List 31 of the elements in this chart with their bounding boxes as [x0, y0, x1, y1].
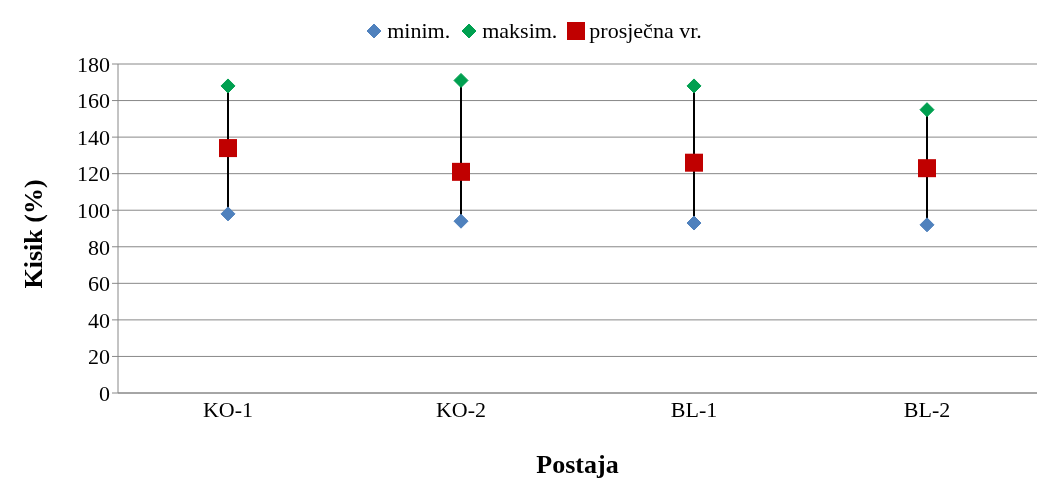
point: [452, 162, 470, 181]
x-axis-title: Postaja: [536, 450, 619, 479]
point: [220, 78, 236, 94]
point: [919, 217, 935, 233]
y-axis-title: Kisik (%): [19, 179, 49, 289]
legend-label: minim.: [386, 18, 451, 44]
y-tick-label: 20: [88, 344, 110, 370]
point: [918, 159, 936, 178]
point: [686, 215, 702, 231]
legend-label: prosječna vr.: [588, 18, 702, 44]
y-tick-label: 160: [77, 88, 110, 114]
y-tick-label: 60: [88, 271, 110, 297]
y-tick-label: 0: [99, 380, 110, 406]
x-tick-label: BL-1: [670, 396, 718, 422]
x-tick-label: KO-1: [202, 396, 254, 422]
y-tick-label: 100: [77, 198, 110, 224]
y-tick-label: 80: [88, 234, 110, 260]
x-tick-label: KO-2: [435, 396, 487, 422]
y-tick-label: 120: [77, 161, 110, 187]
point: [686, 78, 702, 94]
legend-label: maksim.: [481, 18, 558, 44]
point: [453, 72, 469, 88]
y-tick-label: 40: [88, 307, 110, 333]
y-tick-label: 180: [77, 51, 110, 77]
point: [685, 153, 703, 172]
point: [220, 206, 236, 222]
x-tick-label: BL-2: [903, 396, 951, 422]
point: [919, 102, 935, 118]
y-tick-label: 140: [77, 124, 110, 150]
point: [219, 139, 237, 158]
point: [453, 213, 469, 229]
